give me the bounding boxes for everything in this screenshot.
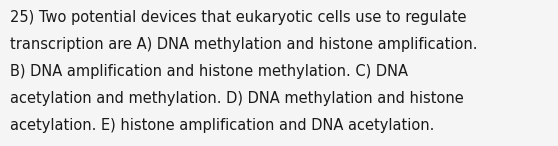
Text: 25) Two potential devices that eukaryotic cells use to regulate: 25) Two potential devices that eukaryoti… bbox=[10, 10, 466, 25]
Text: transcription are A) DNA methylation and histone amplification.: transcription are A) DNA methylation and… bbox=[10, 37, 478, 52]
Text: acetylation and methylation. D) DNA methylation and histone: acetylation and methylation. D) DNA meth… bbox=[10, 91, 464, 106]
Text: acetylation. E) histone amplification and DNA acetylation.: acetylation. E) histone amplification an… bbox=[10, 118, 435, 133]
Text: B) DNA amplification and histone methylation. C) DNA: B) DNA amplification and histone methyla… bbox=[10, 64, 408, 79]
